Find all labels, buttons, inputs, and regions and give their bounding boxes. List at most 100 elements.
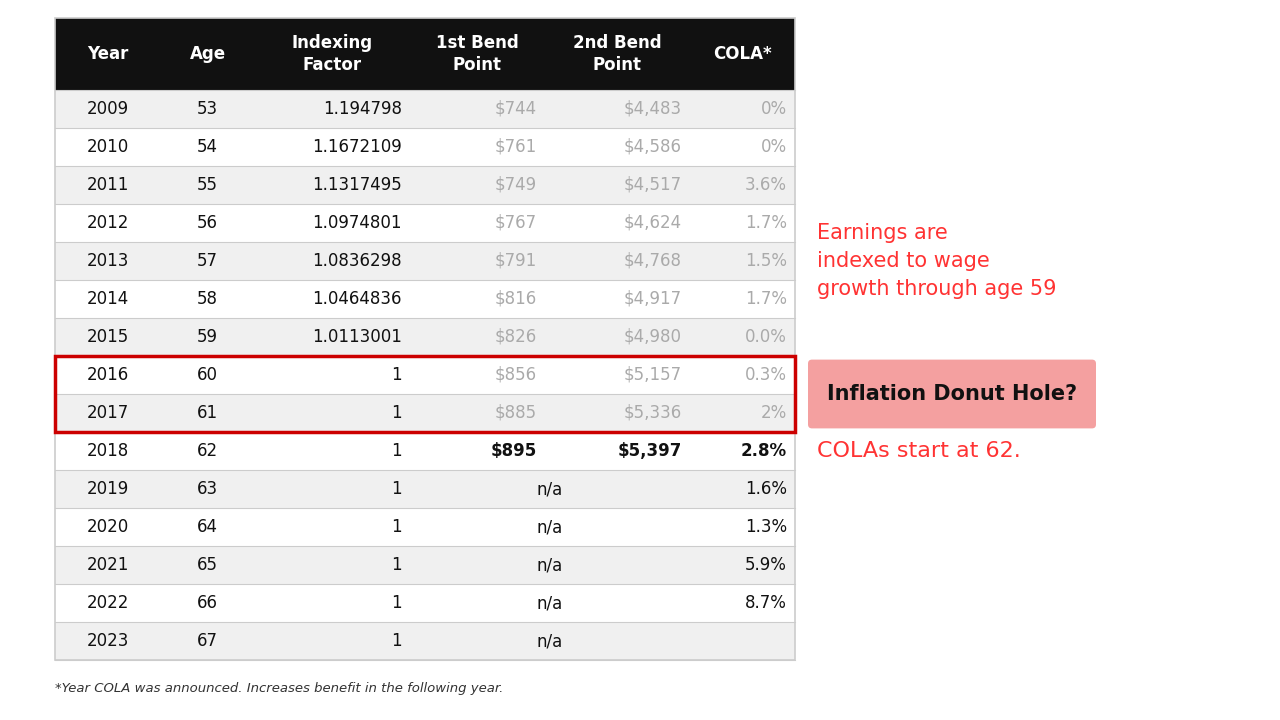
Bar: [55, 622, 795, 660]
Bar: [55, 546, 795, 584]
Text: $5,336: $5,336: [623, 404, 682, 422]
Text: 1: 1: [392, 480, 402, 498]
Text: 63: 63: [197, 480, 218, 498]
Text: $749: $749: [495, 176, 538, 194]
Text: n/a: n/a: [536, 518, 563, 536]
Bar: [55, 470, 795, 508]
Text: 0.3%: 0.3%: [745, 366, 787, 384]
Bar: [55, 18, 795, 90]
Bar: [55, 432, 795, 470]
Text: 1: 1: [392, 632, 402, 650]
Text: Age: Age: [189, 45, 225, 63]
Text: $791: $791: [495, 252, 538, 270]
Text: $895: $895: [490, 442, 538, 460]
Text: 61: 61: [197, 404, 218, 422]
Text: $4,917: $4,917: [623, 290, 682, 308]
Text: 2013: 2013: [86, 252, 129, 270]
Bar: [55, 166, 795, 204]
Text: $5,397: $5,397: [618, 442, 682, 460]
FancyBboxPatch shape: [808, 359, 1096, 428]
Bar: [55, 318, 795, 356]
Bar: [55, 584, 795, 622]
Bar: [55, 204, 795, 242]
Text: $4,586: $4,586: [625, 138, 682, 156]
Text: 8.7%: 8.7%: [745, 594, 787, 612]
Text: 1.1317495: 1.1317495: [312, 176, 402, 194]
Text: COLA*: COLA*: [713, 45, 772, 63]
Text: n/a: n/a: [536, 556, 563, 574]
Text: 2011: 2011: [86, 176, 129, 194]
Text: 2009: 2009: [87, 100, 128, 118]
Text: $4,624: $4,624: [623, 214, 682, 232]
Text: 53: 53: [197, 100, 218, 118]
Text: Inflation Donut Hole?: Inflation Donut Hole?: [827, 384, 1076, 404]
Text: COLAs start at 62.: COLAs start at 62.: [817, 441, 1020, 461]
Text: 0%: 0%: [760, 138, 787, 156]
Text: 1.7%: 1.7%: [745, 290, 787, 308]
Text: 5.9%: 5.9%: [745, 556, 787, 574]
Text: 3.6%: 3.6%: [745, 176, 787, 194]
Text: 2019: 2019: [86, 480, 128, 498]
Text: 65: 65: [197, 556, 218, 574]
Bar: [55, 90, 795, 128]
Text: 1: 1: [392, 404, 402, 422]
Text: 2015: 2015: [86, 328, 128, 346]
Text: 1.0836298: 1.0836298: [312, 252, 402, 270]
Text: 58: 58: [197, 290, 218, 308]
Bar: [55, 18, 795, 660]
Text: 64: 64: [197, 518, 218, 536]
Text: 2021: 2021: [86, 556, 129, 574]
Bar: [55, 394, 795, 432]
Text: 59: 59: [197, 328, 218, 346]
Text: 1.5%: 1.5%: [745, 252, 787, 270]
Text: $826: $826: [495, 328, 538, 346]
Text: 2018: 2018: [86, 442, 128, 460]
Text: $4,768: $4,768: [625, 252, 682, 270]
Bar: [55, 356, 795, 394]
Text: 0%: 0%: [760, 100, 787, 118]
Bar: [55, 242, 795, 280]
Text: 1.3%: 1.3%: [745, 518, 787, 536]
Text: 2nd Bend
Point: 2nd Bend Point: [573, 34, 662, 74]
Bar: [55, 356, 795, 432]
Text: 1.7%: 1.7%: [745, 214, 787, 232]
Text: 2022: 2022: [86, 594, 129, 612]
Text: Indexing
Factor: Indexing Factor: [292, 34, 372, 74]
Bar: [55, 128, 795, 166]
Text: 62: 62: [197, 442, 218, 460]
Text: 2.8%: 2.8%: [741, 442, 787, 460]
Text: 1: 1: [392, 518, 402, 536]
Bar: [55, 508, 795, 546]
Text: 2010: 2010: [86, 138, 128, 156]
Text: 2012: 2012: [86, 214, 129, 232]
Text: n/a: n/a: [536, 480, 563, 498]
Text: 57: 57: [197, 252, 218, 270]
Text: 2023: 2023: [86, 632, 129, 650]
Text: $744: $744: [495, 100, 538, 118]
Text: 1.1672109: 1.1672109: [312, 138, 402, 156]
Text: 0.0%: 0.0%: [745, 328, 787, 346]
Text: 1.0464836: 1.0464836: [312, 290, 402, 308]
Text: 1: 1: [392, 366, 402, 384]
Text: $4,980: $4,980: [625, 328, 682, 346]
Text: 2020: 2020: [86, 518, 128, 536]
Text: 2016: 2016: [86, 366, 128, 384]
Bar: [55, 280, 795, 318]
Text: 55: 55: [197, 176, 218, 194]
Text: 1: 1: [392, 556, 402, 574]
Text: $761: $761: [495, 138, 538, 156]
Text: 1.194798: 1.194798: [323, 100, 402, 118]
Text: 67: 67: [197, 632, 218, 650]
Text: $816: $816: [495, 290, 538, 308]
Text: 1: 1: [392, 594, 402, 612]
Text: 1.6%: 1.6%: [745, 480, 787, 498]
Text: Earnings are
indexed to wage
growth through age 59: Earnings are indexed to wage growth thro…: [817, 223, 1056, 299]
Text: 2017: 2017: [86, 404, 128, 422]
Text: 1.0113001: 1.0113001: [312, 328, 402, 346]
Text: Year: Year: [87, 45, 128, 63]
Text: n/a: n/a: [536, 632, 563, 650]
Text: 1: 1: [392, 442, 402, 460]
Text: 56: 56: [197, 214, 218, 232]
Text: $767: $767: [495, 214, 538, 232]
Text: $885: $885: [495, 404, 538, 422]
